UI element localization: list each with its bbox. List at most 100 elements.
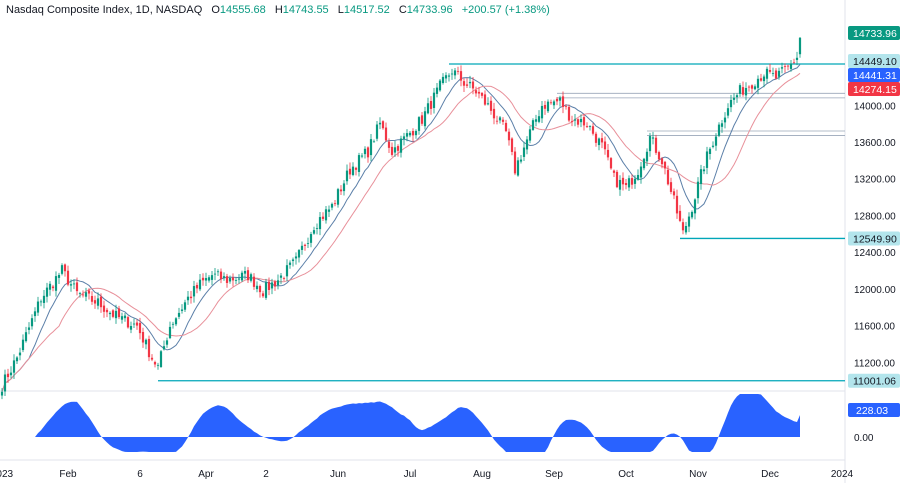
candle xyxy=(6,368,10,383)
candle xyxy=(168,321,172,340)
candle xyxy=(69,279,73,292)
candle xyxy=(705,146,709,175)
candle xyxy=(12,354,16,379)
price-tag-red: 14274.15 xyxy=(848,82,900,96)
candle xyxy=(153,360,157,368)
candle xyxy=(603,136,607,155)
y-tick-label: 12800.00 xyxy=(854,211,896,222)
candle xyxy=(363,146,367,159)
candle xyxy=(75,277,79,296)
candle xyxy=(618,175,622,196)
candle xyxy=(291,257,295,267)
candle xyxy=(45,282,49,303)
candle xyxy=(348,162,352,179)
candle xyxy=(174,317,178,327)
candle xyxy=(261,290,265,298)
candle xyxy=(231,273,235,287)
candle xyxy=(792,58,796,64)
candle xyxy=(240,270,244,282)
candle xyxy=(249,272,253,283)
candle xyxy=(492,102,496,125)
svg-text:11001.06: 11001.06 xyxy=(853,376,896,388)
y-tick-label: 13600.00 xyxy=(854,138,896,149)
candle xyxy=(795,51,799,66)
candle xyxy=(111,309,115,319)
y-tick-label: 11600.00 xyxy=(854,322,895,333)
candle xyxy=(360,153,364,159)
y-tick-label: 12000.00 xyxy=(854,285,896,296)
candle xyxy=(567,104,571,123)
candle xyxy=(750,84,754,94)
candle xyxy=(39,299,43,307)
candle xyxy=(195,282,199,294)
candle xyxy=(651,131,655,145)
candle xyxy=(438,78,442,92)
candle xyxy=(753,84,757,91)
price-tag-blue: 14441.31 xyxy=(848,68,900,82)
candle xyxy=(33,307,37,322)
candle xyxy=(48,281,52,296)
candle xyxy=(237,274,241,284)
candle xyxy=(558,95,562,107)
change-value: +200.57 (+1.38%) xyxy=(461,4,550,16)
candle xyxy=(78,291,82,298)
candle xyxy=(99,293,103,313)
candle xyxy=(423,106,427,130)
candle xyxy=(549,99,553,105)
candle xyxy=(570,115,574,127)
candle xyxy=(663,160,667,175)
candle xyxy=(480,92,484,99)
candle xyxy=(435,82,439,98)
candle xyxy=(399,135,403,158)
candle xyxy=(588,125,592,131)
candle xyxy=(321,212,325,221)
x-tick-label: Aug xyxy=(473,469,491,480)
candle xyxy=(324,205,328,224)
candle xyxy=(726,103,730,119)
candle xyxy=(504,119,508,133)
candle xyxy=(477,86,481,99)
candle xyxy=(660,157,664,169)
candle xyxy=(534,114,538,127)
candle xyxy=(519,154,523,164)
candle xyxy=(789,60,793,72)
candle xyxy=(711,141,715,149)
oscillator-area xyxy=(2,394,800,452)
oscillator-value-tag: 228.03 xyxy=(848,403,900,417)
candle xyxy=(450,68,454,80)
candle xyxy=(486,97,490,106)
candle xyxy=(756,75,760,95)
candle xyxy=(183,299,187,313)
open-label: O xyxy=(211,4,220,16)
candle xyxy=(453,67,457,80)
candle xyxy=(597,137,601,151)
svg-text:14449.10: 14449.10 xyxy=(853,56,897,68)
candle xyxy=(729,94,733,113)
candle xyxy=(462,78,466,92)
candle xyxy=(537,110,541,124)
candle xyxy=(18,347,22,361)
candle xyxy=(384,122,388,142)
candle xyxy=(255,281,259,293)
time-axis: 2023 Feb 6 Apr 2 Jun Jul Aug Sep Oct Nov Dec 2024 xyxy=(0,469,854,480)
candle xyxy=(777,67,781,80)
candle xyxy=(114,304,118,324)
open-value: 14555.68 xyxy=(219,4,266,16)
low-value: 14517.52 xyxy=(343,4,390,16)
candle xyxy=(288,260,292,269)
candle xyxy=(606,143,610,161)
candle xyxy=(165,337,169,348)
candle xyxy=(30,314,34,330)
candle xyxy=(390,142,394,157)
candle xyxy=(396,144,400,157)
candle xyxy=(372,139,376,143)
candle xyxy=(531,118,535,131)
y-tick-label: 12400.00 xyxy=(854,248,896,259)
candle xyxy=(147,335,151,362)
candle xyxy=(552,99,556,109)
moving-average-20 xyxy=(1,72,801,392)
candle xyxy=(216,269,220,276)
candles xyxy=(0,36,802,400)
candle xyxy=(282,276,286,281)
